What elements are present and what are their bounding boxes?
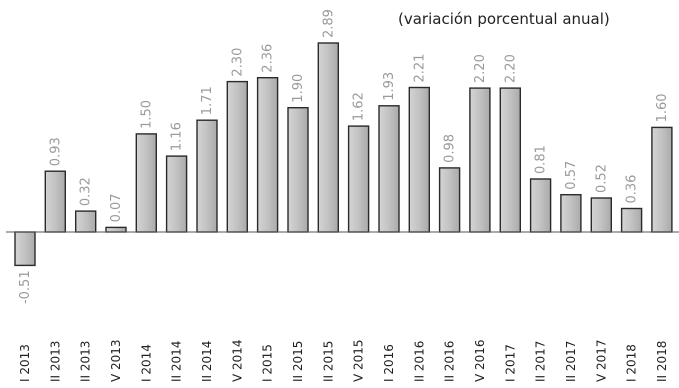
bar-17 — [529, 178, 552, 233]
value-label-5: 1.16 — [170, 122, 185, 151]
category-label-9: II 2015 — [291, 341, 305, 382]
chart-subtitle: (variación porcentual anual) — [398, 10, 610, 28]
value-label-11: 1.62 — [352, 92, 367, 121]
value-label-2: 0.32 — [79, 177, 94, 206]
category-label-7: V 2014 — [230, 339, 244, 382]
bar-19 — [590, 197, 612, 233]
value-label-0: -0.51 — [18, 270, 33, 304]
value-label-12: 1.93 — [382, 72, 397, 101]
category-label-4: I 2014 — [139, 344, 153, 382]
bar-10 — [317, 42, 339, 233]
category-label-20: I 2018 — [625, 344, 639, 382]
category-label-12: I 2016 — [382, 344, 396, 382]
value-label-4: 1.50 — [139, 100, 154, 129]
category-label-10: II 2015 — [321, 341, 335, 382]
bar-18 — [560, 193, 582, 233]
value-label-16: 2.20 — [503, 54, 518, 83]
category-label-21: II 2018 — [655, 341, 669, 382]
bar-11 — [347, 125, 370, 233]
category-label-11: V 2015 — [352, 339, 366, 382]
value-label-18: 0.57 — [564, 161, 579, 190]
bars-group — [6, 42, 679, 267]
category-label-1: II 2013 — [48, 341, 62, 382]
bar-7 — [226, 80, 249, 233]
value-label-21: 1.60 — [655, 93, 670, 122]
value-label-8: 2.36 — [261, 44, 276, 73]
bar-16 — [499, 87, 521, 233]
bar-4 — [135, 133, 158, 233]
value-label-13: 2.21 — [412, 54, 427, 83]
category-label-18: II 2017 — [564, 341, 578, 382]
category-label-0: I 2013 — [18, 344, 32, 382]
value-label-20: 0.36 — [625, 175, 640, 204]
category-label-17: II 2017 — [534, 341, 548, 382]
bar-0 — [14, 231, 36, 267]
bar-9 — [287, 106, 309, 233]
value-label-1: 0.93 — [48, 137, 63, 166]
bar-12 — [378, 105, 400, 233]
bar-6 — [196, 119, 218, 233]
category-label-13: II 2016 — [412, 341, 426, 382]
value-label-19: 0.52 — [594, 164, 609, 193]
value-label-14: 0.98 — [443, 134, 458, 163]
category-label-14: II 2016 — [443, 341, 457, 382]
category-label-8: I 2015 — [261, 344, 275, 382]
category-label-6: II 2014 — [200, 341, 214, 382]
category-label-16: I 2017 — [503, 344, 517, 382]
bar-13 — [408, 86, 430, 233]
category-label-3: V 2013 — [109, 339, 123, 382]
bar-5 — [165, 155, 188, 233]
category-label-19: V 2017 — [594, 339, 608, 382]
category-labels-group: I 2013 II 2013 II 2013 V 2013 I 2014 II 2014 I… — [18, 339, 669, 382]
bar-2 — [74, 210, 97, 233]
value-label-15: 2.20 — [473, 54, 488, 83]
bar-14 — [438, 167, 461, 233]
value-label-17: 0.81 — [534, 145, 549, 174]
category-label-15: V 2016 — [473, 339, 487, 382]
bar-15 — [469, 87, 491, 233]
category-label-5: II 2014 — [170, 341, 184, 382]
value-label-3: 0.07 — [109, 193, 124, 222]
bar-21 — [651, 126, 673, 233]
bar-20 — [620, 207, 643, 233]
bar-8 — [256, 76, 279, 233]
value-label-10: 2.89 — [321, 9, 336, 38]
bar-3 — [105, 226, 127, 233]
value-label-7: 2.30 — [230, 48, 245, 77]
value-label-6: 1.71 — [200, 86, 215, 115]
bar-1 — [44, 170, 66, 233]
category-label-2: II 2013 — [79, 341, 93, 382]
value-labels-group: -0.51 0.93 0.32 0.07 1.50 1.16 1.71 2.30 2.36 1.9… — [18, 9, 670, 304]
value-label-9: 1.90 — [291, 74, 306, 103]
